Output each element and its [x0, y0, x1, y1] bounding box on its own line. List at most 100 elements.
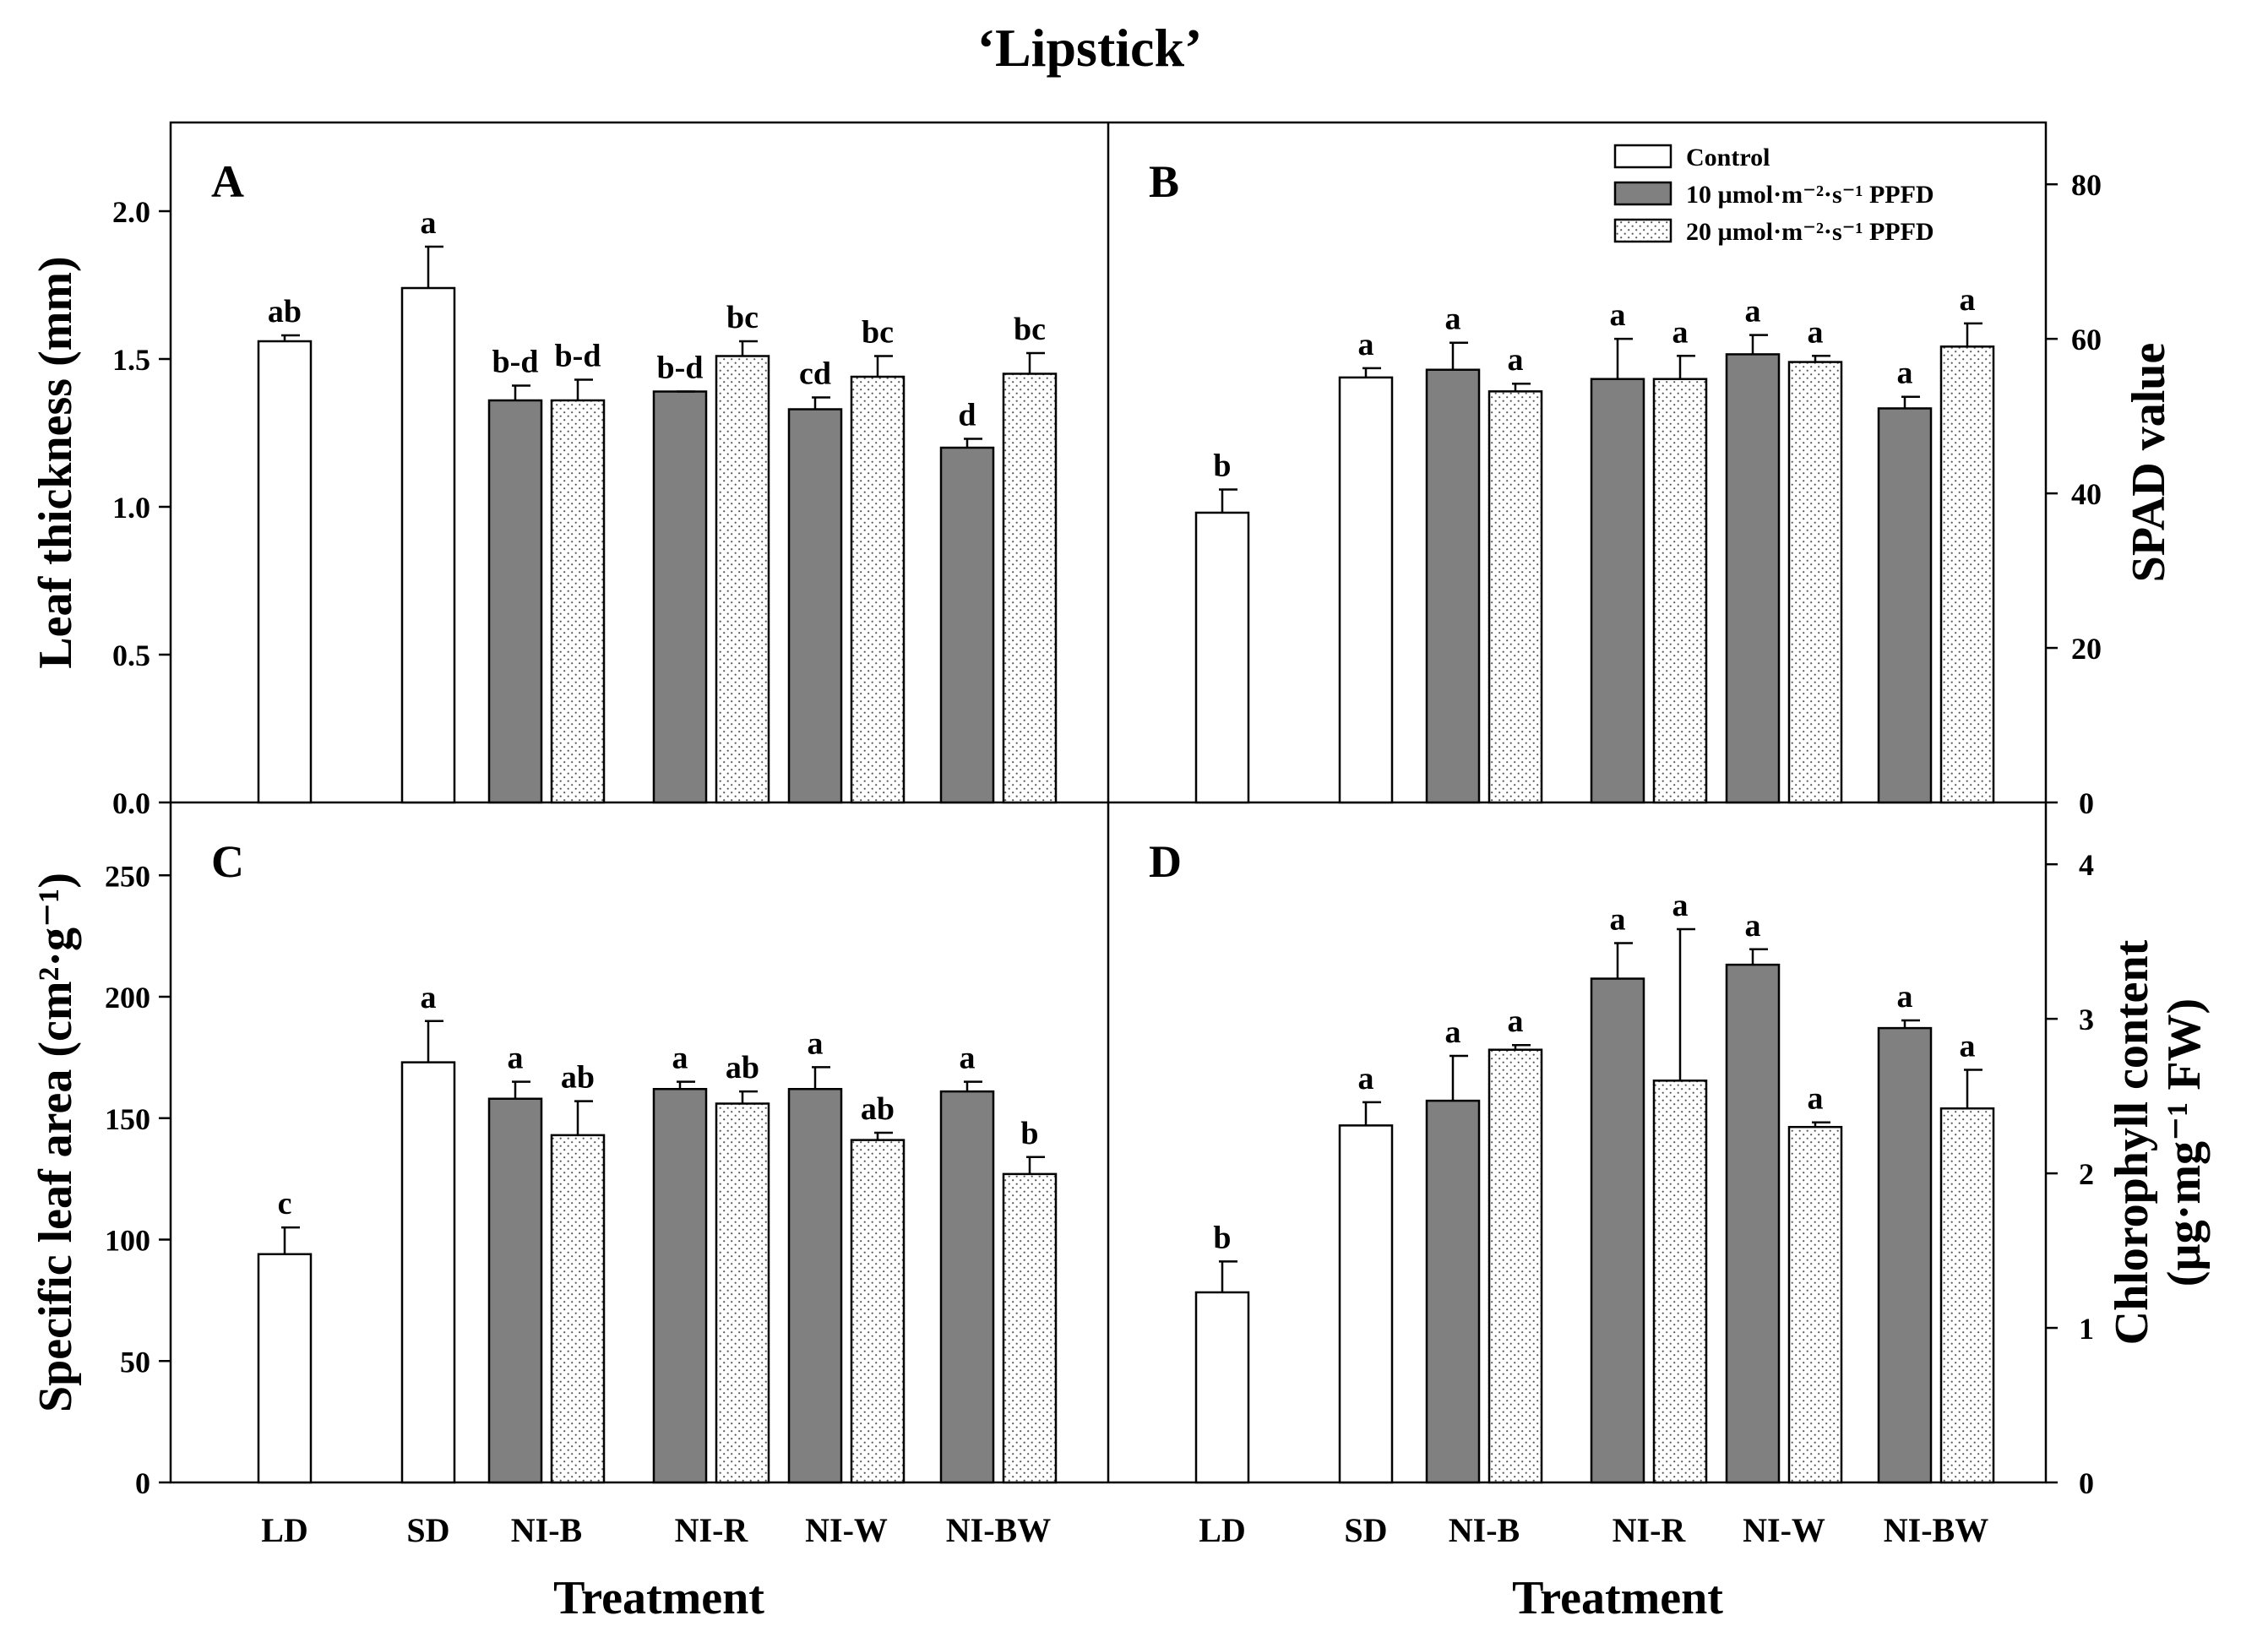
error-bar-c: [425, 1020, 443, 1063]
y-tick-label-a: 1.0: [112, 491, 150, 525]
y-axis-title-c: Specific leaf area (cm²·g⁻¹): [30, 873, 82, 1412]
bar-b-ni-w-ppfd10: [1725, 353, 1781, 804]
category-label-d: NI-BW: [1884, 1511, 1988, 1549]
bar-d-ni-bw-ppfd10: [1877, 1026, 1933, 1484]
legend: Control 10 µmol·m⁻²·s⁻¹ PPFD 20 µmol·m⁻²·s…: [1613, 144, 1934, 246]
error-bar-b: [1614, 337, 1633, 379]
legend-swatch-ppfd20: [1613, 218, 1672, 243]
significance-letter-a: bc: [1014, 312, 1046, 347]
error-bar-c: [812, 1066, 830, 1090]
category-label-c: NI-R: [675, 1511, 749, 1549]
significance-letter-d: a: [1897, 979, 1913, 1014]
significance-letter-c: a: [808, 1025, 824, 1061]
y-tick-label-d: 1: [2079, 1312, 2094, 1346]
significance-letter-d: a: [1358, 1061, 1374, 1096]
error-bar-c: [677, 1080, 695, 1090]
significance-letter-c: a: [672, 1041, 688, 1076]
category-label-c: SD: [406, 1511, 449, 1549]
legend-label-ppfd10: 10 µmol·m⁻²·s⁻¹ PPFD: [1686, 181, 1934, 209]
y-tick-label-c: 0: [135, 1466, 150, 1500]
bar-a-ni-bw-ppfd10: [939, 446, 995, 804]
panel-letter-d: D: [1149, 836, 1182, 887]
bar-c-ni-w-ppfd10: [787, 1088, 843, 1484]
legend-swatch-ppfd10: [1613, 181, 1672, 206]
category-label-c: NI-B: [511, 1511, 582, 1549]
bar-d-ni-r-ppfd20: [1652, 1080, 1708, 1484]
significance-letter-b: a: [1960, 282, 1976, 318]
error-bar-a: [281, 334, 300, 341]
bar-c-ld-control: [257, 1253, 313, 1484]
bar-d-ni-w-ppfd10: [1725, 963, 1781, 1484]
bar-d-ni-bw-ppfd20: [1939, 1107, 1995, 1484]
bar-c-ni-bw-ppfd20: [1002, 1172, 1058, 1484]
category-label-d: NI-R: [1613, 1511, 1687, 1549]
category-label-c: LD: [261, 1511, 308, 1549]
significance-letter-c: ab: [561, 1060, 595, 1096]
significance-letter-b: a: [1358, 327, 1374, 362]
category-label-c: NI-BW: [946, 1511, 1051, 1549]
y-axis-title-d: Chlorophyll content: [2106, 939, 2158, 1345]
significance-letter-c: c: [278, 1186, 292, 1221]
error-bar-c: [281, 1226, 300, 1254]
bar-b-ni-b-ppfd20: [1488, 390, 1543, 804]
y-tick-label-a: 0.0: [112, 786, 150, 820]
error-bar-a: [964, 438, 982, 448]
y-tick-label-d: 0: [2079, 1466, 2094, 1500]
significance-letter-d: a: [1672, 888, 1689, 923]
bar-a-ni-bw-ppfd20: [1002, 373, 1058, 804]
bar-a-ld-control: [257, 340, 313, 804]
error-bar-d: [1449, 1054, 1468, 1101]
error-bar-b: [1362, 367, 1381, 378]
significance-letter-a: b-d: [492, 345, 539, 380]
error-bar-b: [1219, 488, 1237, 513]
error-bar-d: [1812, 1121, 1830, 1128]
legend-swatch-control: [1613, 144, 1672, 169]
error-bar-d: [1512, 1043, 1531, 1050]
error-bar-a: [574, 378, 593, 400]
error-bar-a: [874, 355, 893, 377]
bar-d-ni-b-ppfd10: [1425, 1099, 1481, 1484]
significance-letter-a: a: [421, 205, 437, 241]
error-bar-d: [1219, 1260, 1237, 1292]
bar-d-sd-control: [1338, 1124, 1394, 1484]
error-bar-d: [1362, 1101, 1381, 1126]
significance-letter-b: b: [1213, 449, 1231, 484]
significance-letter-c: ab: [861, 1091, 895, 1127]
bar-b-ld-control: [1194, 511, 1250, 804]
significance-letter-b: a: [1897, 356, 1913, 391]
bar-b-ni-w-ppfd20: [1787, 361, 1843, 804]
error-bar-c: [964, 1080, 982, 1092]
y-tick-label-a: 0.5: [112, 639, 150, 672]
error-bar-b: [1677, 355, 1695, 379]
significance-letter-d: a: [1960, 1029, 1976, 1064]
significance-letter-a: d: [958, 398, 976, 433]
significance-letter-d: a: [1745, 908, 1761, 944]
bar-d-ni-w-ppfd20: [1787, 1125, 1843, 1484]
significance-letter-d: a: [1808, 1081, 1824, 1117]
significance-letter-a: bc: [862, 315, 894, 351]
bar-a-ni-r-ppfd10: [652, 390, 708, 804]
significance-letter-a: b-d: [657, 351, 704, 386]
bar-b-ni-b-ppfd10: [1425, 368, 1481, 804]
bar-b-ni-bw-ppfd20: [1939, 345, 1995, 804]
error-bar-d: [1749, 948, 1768, 965]
error-bar-b: [1964, 322, 1982, 347]
significance-letter-d: a: [1445, 1014, 1461, 1050]
y-tick-label-d: 3: [2079, 1003, 2094, 1036]
significance-letter-c: ab: [726, 1050, 759, 1085]
y-tick-label-b: 80: [2071, 168, 2102, 202]
significance-letter-d: a: [1610, 901, 1626, 937]
error-bar-c: [1026, 1156, 1045, 1174]
figure-title: ‘Lipstick’: [977, 18, 1203, 78]
panel-letter-b: B: [1149, 156, 1179, 207]
legend-label-control: Control: [1686, 144, 1770, 171]
error-bar-c: [512, 1080, 530, 1099]
significance-letter-b: a: [1508, 342, 1524, 378]
significance-letter-c: a: [960, 1041, 976, 1076]
bar-a-ni-b-ppfd10: [487, 399, 543, 804]
bar-a-ni-b-ppfd20: [550, 399, 606, 804]
y-axis-title-a: Leaf thickness (mm): [30, 256, 82, 668]
y-tick-label-c: 100: [105, 1224, 150, 1258]
y-tick-label-d: 2: [2079, 1157, 2094, 1191]
